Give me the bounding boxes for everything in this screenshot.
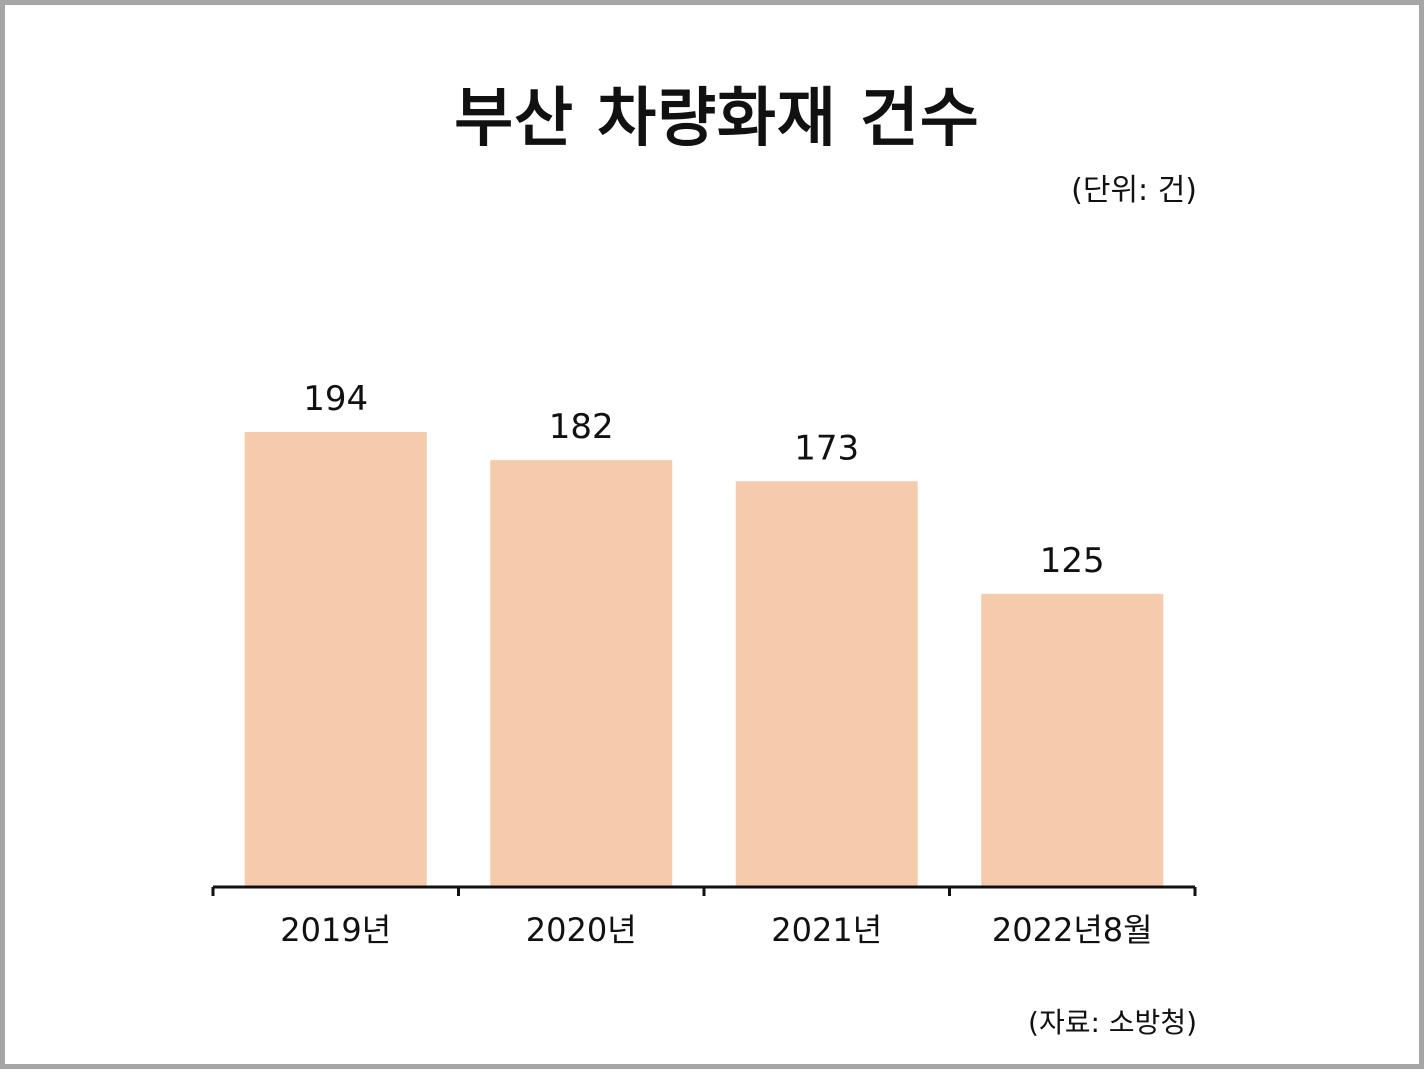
value-label-4: 125 [1040,541,1105,581]
x-axis [211,885,1197,896]
value-label-2: 182 [549,407,614,447]
bar-2 [490,460,673,887]
bar-4 [981,593,1164,887]
bar-1 [244,432,427,887]
value-labels-group: 194 182 173 125 [303,379,1104,581]
value-label-1: 194 [303,379,368,419]
category-labels-group: 2019년 2020년 2021년 2022년8월 [280,911,1152,949]
bars-group [244,432,1164,887]
bar-chart: 194 182 173 125 2019년 2020년 2021년 2022년8월 [211,379,1197,949]
source-note: (자료: 소방청) [1028,1006,1197,1039]
category-label-1: 2019년 [280,911,391,949]
value-label-3: 173 [794,428,859,468]
category-label-3: 2021년 [771,911,882,949]
category-label-2: 2020년 [526,911,637,949]
unit-note: (단위: 건) [1071,173,1197,208]
chart-title: 부산 차량화재 건수 [454,82,980,156]
category-label-4: 2022년8월 [992,911,1153,949]
bar-3 [735,481,918,887]
